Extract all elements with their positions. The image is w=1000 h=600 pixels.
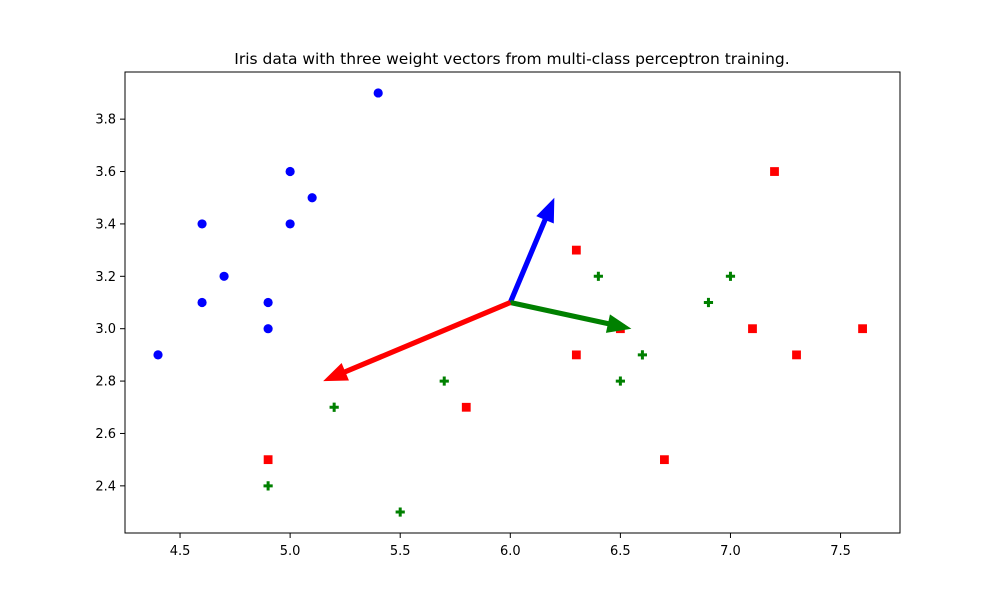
- data-point-circle-2: [307, 193, 317, 203]
- data-point-plus-0: [593, 271, 603, 281]
- weight-vector-arrow-2: [323, 300, 512, 382]
- weight-vectors-layer: [323, 197, 632, 382]
- y-tick-label: 2.4: [95, 479, 116, 494]
- data-point-square-5: [571, 350, 581, 360]
- x-tick-label: 5.0: [280, 544, 301, 559]
- data-point-plus-2: [703, 297, 714, 308]
- data-point-square-7: [461, 402, 471, 412]
- data-point-circle-3: [197, 219, 207, 229]
- data-point-square-8: [660, 455, 669, 465]
- weight-vector-arrow-1: [509, 299, 632, 333]
- data-point-circle-4: [285, 219, 295, 229]
- data-point-plus-8: [395, 507, 405, 517]
- data-point-circle-1: [285, 166, 295, 177]
- x-tick-label: 6.5: [610, 544, 631, 559]
- weight-vector-arrow-0: [507, 197, 555, 304]
- y-tick-label: 2.6: [95, 427, 116, 442]
- data-point-square-9: [263, 455, 273, 465]
- data-point-circle-5: [219, 271, 229, 281]
- data-point-plus-3: [637, 350, 648, 360]
- y-tick-label: 2.8: [95, 375, 116, 390]
- y-axis: 2.4 2.6 2.8 3.0 3.2 3.4 3.6 3.8: [95, 113, 125, 494]
- x-tick-label: 5.5: [390, 544, 411, 559]
- data-point-square-2: [748, 324, 757, 334]
- data-point-circle-9: [153, 350, 163, 360]
- data-point-plus-4: [439, 376, 449, 386]
- data-point-plus-6: [329, 402, 339, 412]
- y-tick-label: 3.2: [95, 270, 116, 285]
- data-point-circle-7: [263, 297, 273, 308]
- data-point-circle-6: [197, 297, 207, 308]
- x-axis: 4.5 5.0 5.5 6.0 6.5 7.0 7.5: [170, 533, 851, 559]
- x-tick-label: 7.0: [720, 544, 741, 559]
- y-tick-label: 3.0: [95, 322, 116, 337]
- y-tick-label: 3.4: [95, 217, 116, 232]
- data-point-plus-5: [615, 376, 625, 386]
- data-point-circle-0: [373, 88, 383, 98]
- data-point-plus-7: [263, 481, 273, 491]
- data-point-plus-1: [725, 271, 736, 281]
- y-tick-label: 3.8: [95, 113, 116, 128]
- y-tick-label: 3.6: [95, 165, 116, 180]
- data-point-square-1: [571, 245, 581, 255]
- data-point-circle-8: [263, 324, 273, 334]
- data-point-square-0: [770, 167, 779, 176]
- data-point-square-3: [858, 324, 867, 334]
- x-tick-label: 4.5: [170, 544, 191, 559]
- plot-frame: [124, 71, 901, 534]
- chart-title: Iris data with three weight vectors from…: [234, 50, 789, 68]
- x-tick-label: 7.5: [830, 544, 851, 559]
- data-point-square-6: [792, 350, 801, 360]
- x-tick-label: 6.0: [500, 544, 521, 559]
